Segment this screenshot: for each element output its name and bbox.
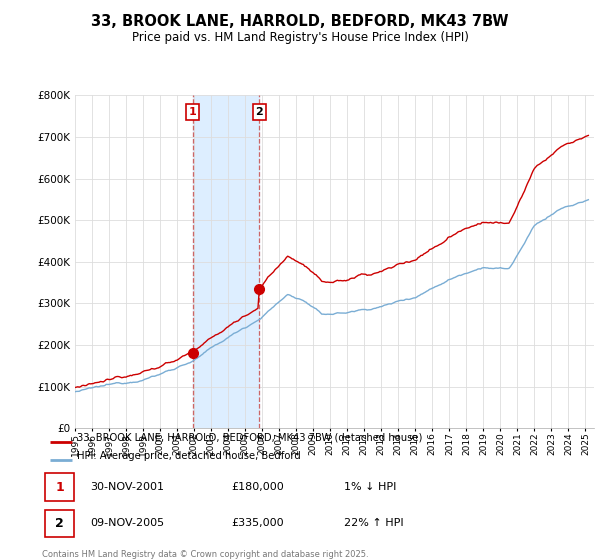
Text: Price paid vs. HM Land Registry's House Price Index (HPI): Price paid vs. HM Land Registry's House …	[131, 31, 469, 44]
Text: 1: 1	[55, 480, 64, 493]
Text: 2: 2	[256, 107, 263, 117]
Text: HPI: Average price, detached house, Bedford: HPI: Average price, detached house, Bedf…	[77, 451, 301, 461]
Text: 1% ↓ HPI: 1% ↓ HPI	[344, 482, 397, 492]
Text: 30-NOV-2001: 30-NOV-2001	[91, 482, 164, 492]
Text: £180,000: £180,000	[231, 482, 284, 492]
Text: 2: 2	[55, 517, 64, 530]
Text: 22% ↑ HPI: 22% ↑ HPI	[344, 519, 404, 528]
FancyBboxPatch shape	[45, 510, 74, 537]
Text: 33, BROOK LANE, HARROLD, BEDFORD, MK43 7BW: 33, BROOK LANE, HARROLD, BEDFORD, MK43 7…	[91, 14, 509, 29]
Text: 33, BROOK LANE, HARROLD, BEDFORD, MK43 7BW (detached house): 33, BROOK LANE, HARROLD, BEDFORD, MK43 7…	[77, 433, 422, 442]
Text: 09-NOV-2005: 09-NOV-2005	[91, 519, 165, 528]
Text: Contains HM Land Registry data © Crown copyright and database right 2025.
This d: Contains HM Land Registry data © Crown c…	[42, 550, 368, 560]
FancyBboxPatch shape	[45, 473, 74, 501]
Bar	[193, 95, 259, 428]
Text: 1: 1	[189, 107, 197, 117]
Text: £335,000: £335,000	[231, 519, 284, 528]
